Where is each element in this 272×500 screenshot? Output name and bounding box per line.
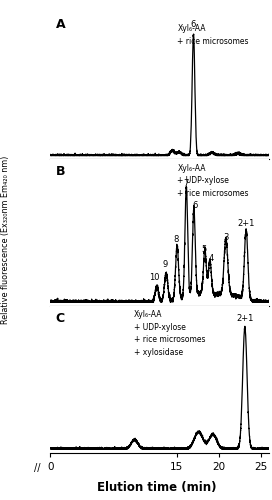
Text: C: C [56,312,65,324]
Text: 8: 8 [173,235,178,244]
Text: 3: 3 [223,232,228,241]
Text: 2+1: 2+1 [237,220,255,228]
Text: Elution time (min): Elution time (min) [97,481,216,494]
Text: 6: 6 [192,201,197,210]
Text: 2+1: 2+1 [236,314,254,323]
Text: A: A [56,18,66,32]
Text: 9: 9 [162,260,168,270]
Text: Xyl₆-AA
+ UDP-xylose
+ rice microsomes: Xyl₆-AA + UDP-xylose + rice microsomes [177,164,249,198]
Text: 4: 4 [209,254,214,264]
Text: Xyl₆-AA
+ rice microsomes: Xyl₆-AA + rice microsomes [177,24,249,46]
Text: 7: 7 [183,180,188,188]
Text: //: // [34,463,41,473]
Text: 10: 10 [150,272,160,281]
Text: 6: 6 [191,20,196,30]
Text: Xyl₆-AA
+ UDP-xylose
+ rice microsomes
+ xylosidase: Xyl₆-AA + UDP-xylose + rice microsomes +… [134,310,205,356]
Text: 5: 5 [201,244,206,254]
Text: B: B [56,165,65,178]
Text: Relative fluorescence (Ex₃₂₀nm Em₄₂₀ nm): Relative fluorescence (Ex₃₂₀nm Em₄₂₀ nm) [1,156,11,324]
